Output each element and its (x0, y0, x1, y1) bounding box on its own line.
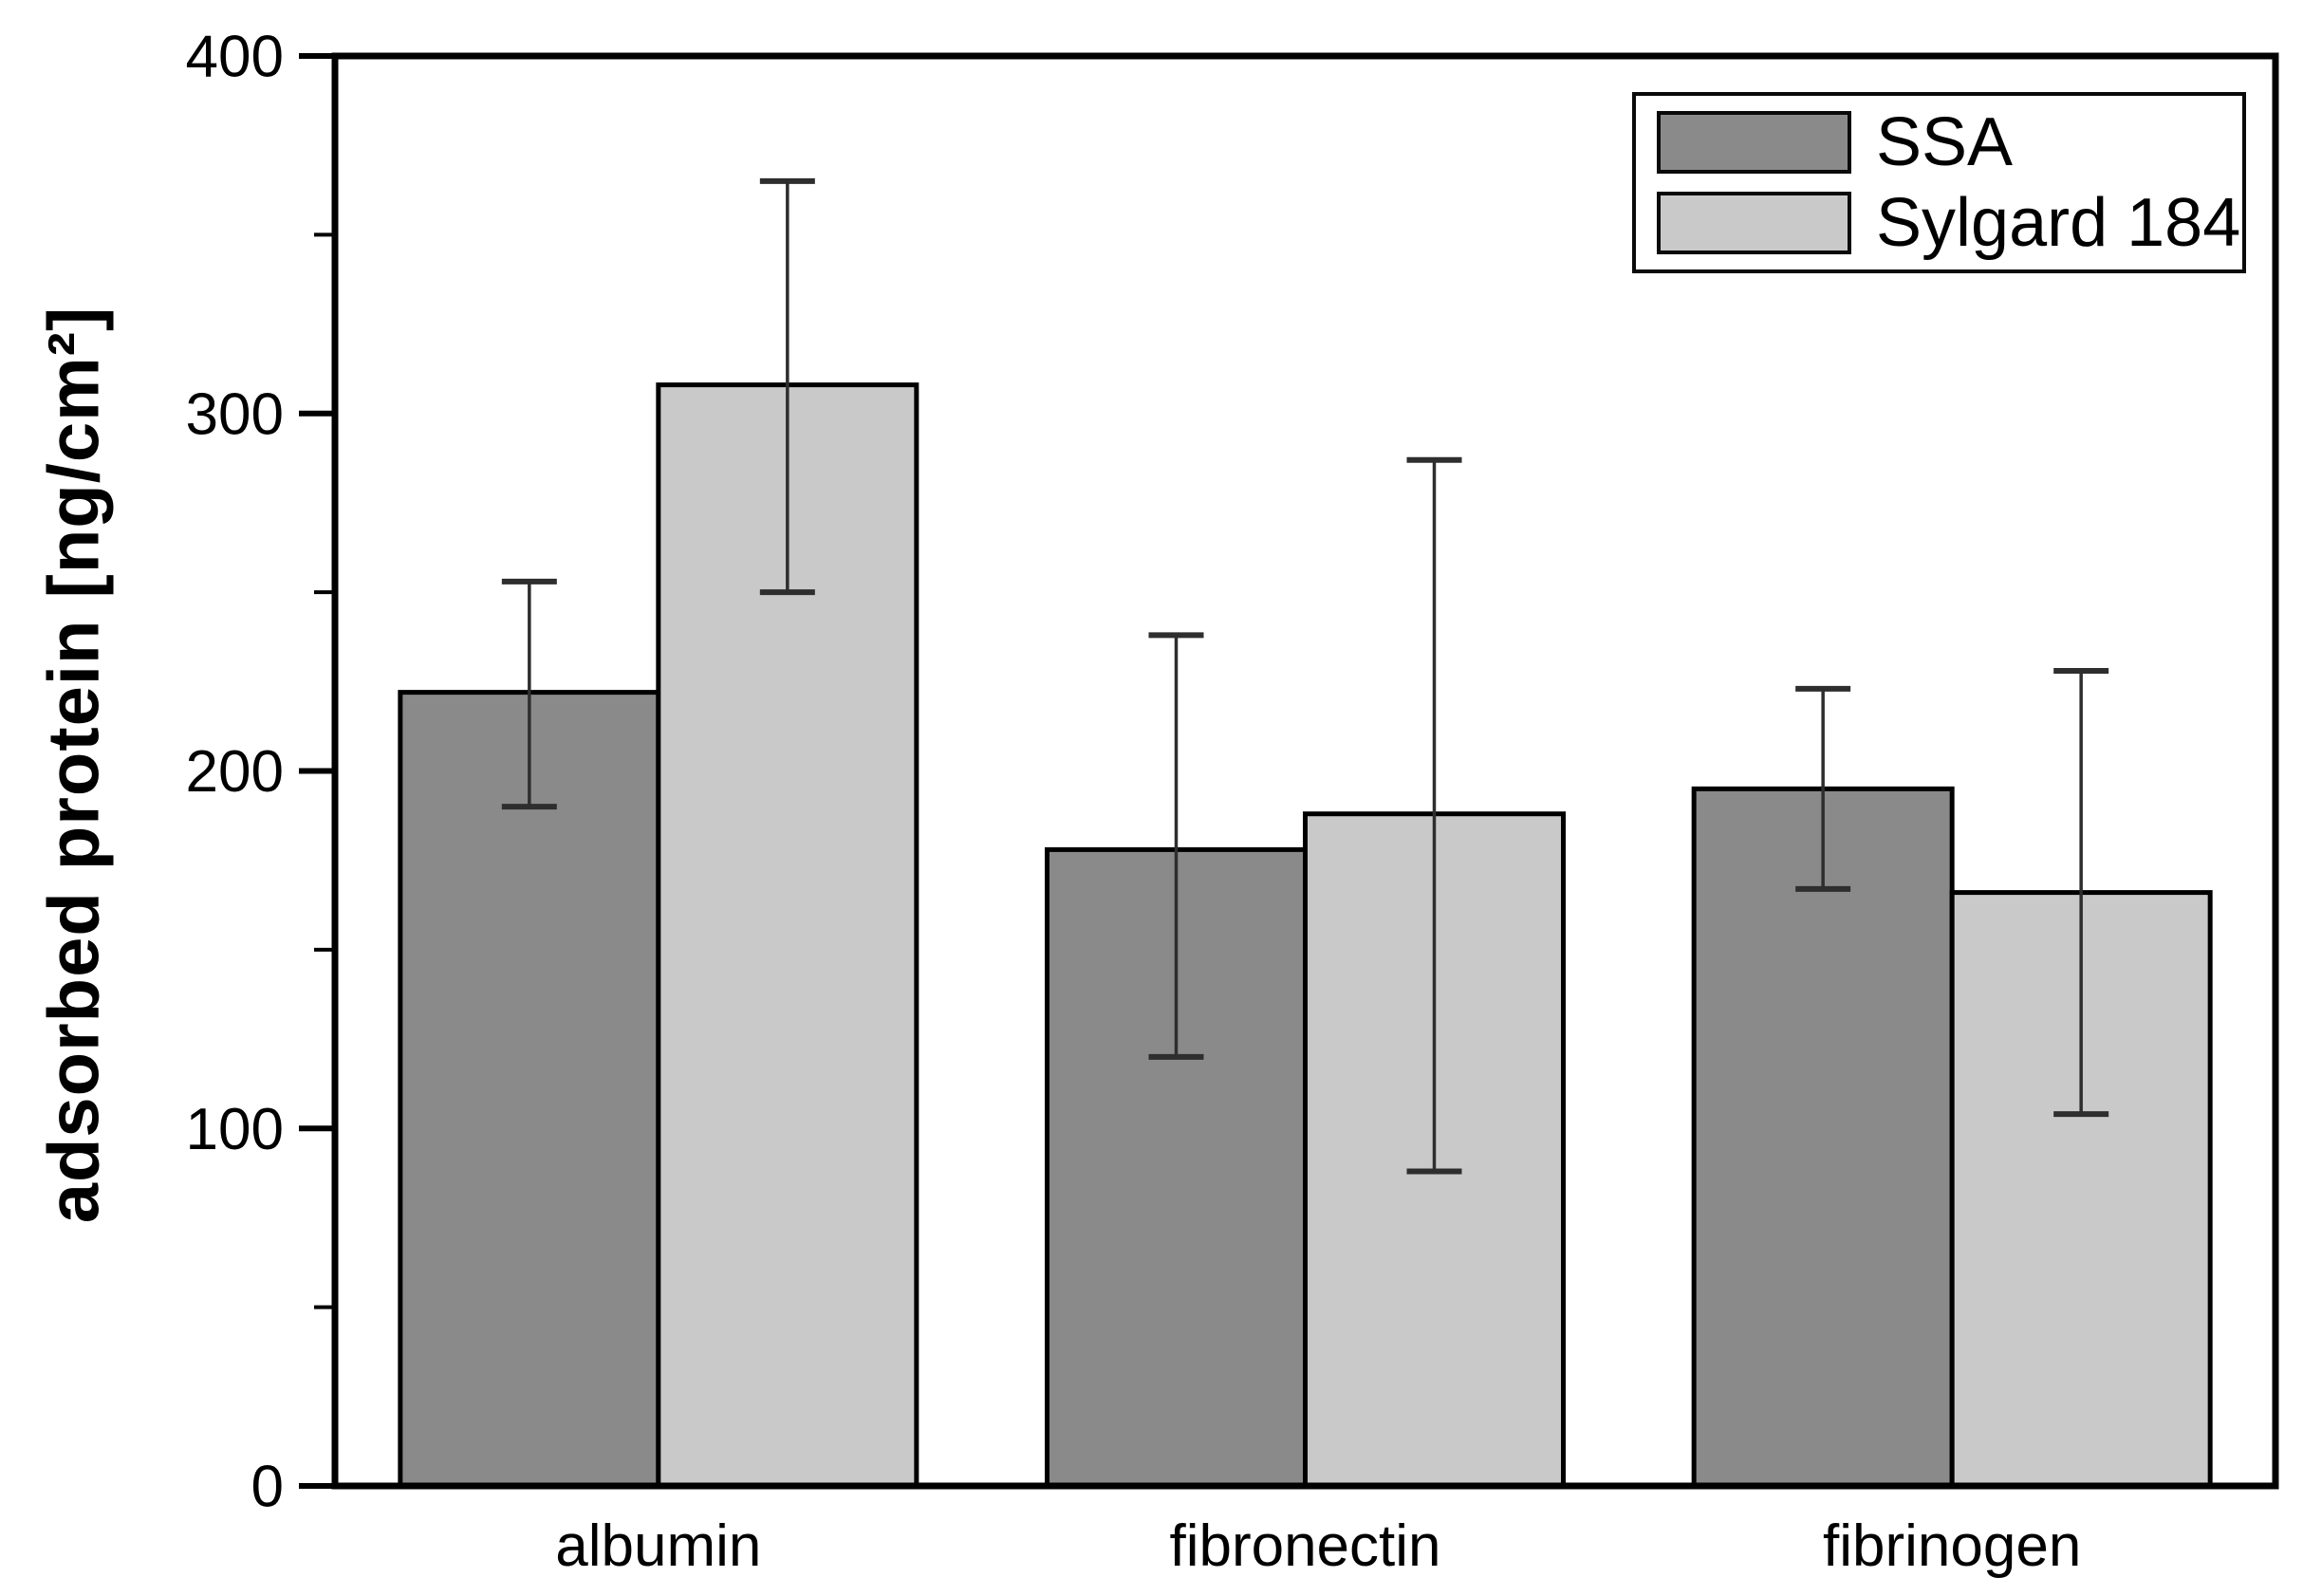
legend-label-sylgard-184: Sylgard 184 (1876, 185, 2241, 261)
legend-swatch-ssa (1657, 111, 1851, 174)
y-tick-label-100: 100 (186, 1097, 284, 1162)
y-tick-label-200: 200 (186, 739, 284, 805)
category-label-albumin: albumin (555, 1513, 761, 1579)
bar-albumin-ssa (398, 690, 661, 1489)
y-tick-label-0: 0 (251, 1455, 284, 1520)
y-tick-label-300: 300 (186, 381, 284, 447)
y-tick-label-400: 400 (186, 25, 284, 90)
category-label-fibrinogen: fibrinogen (1823, 1513, 2081, 1579)
bar-fibrinogen-ssa (1691, 786, 1955, 1489)
legend-item-sylgard-184: Sylgard 184 (1657, 189, 2242, 257)
y-axis-title: adsorbed protein [ng/cm²] (33, 306, 115, 1224)
legend: SSA Sylgard 184 (1632, 92, 2246, 273)
legend-swatch-sylgard-184 (1657, 192, 1851, 254)
category-label-fibronectin: fibronectin (1169, 1513, 1440, 1579)
legend-item-ssa: SSA (1657, 108, 2242, 176)
legend-label-ssa: SSA (1876, 104, 2014, 180)
